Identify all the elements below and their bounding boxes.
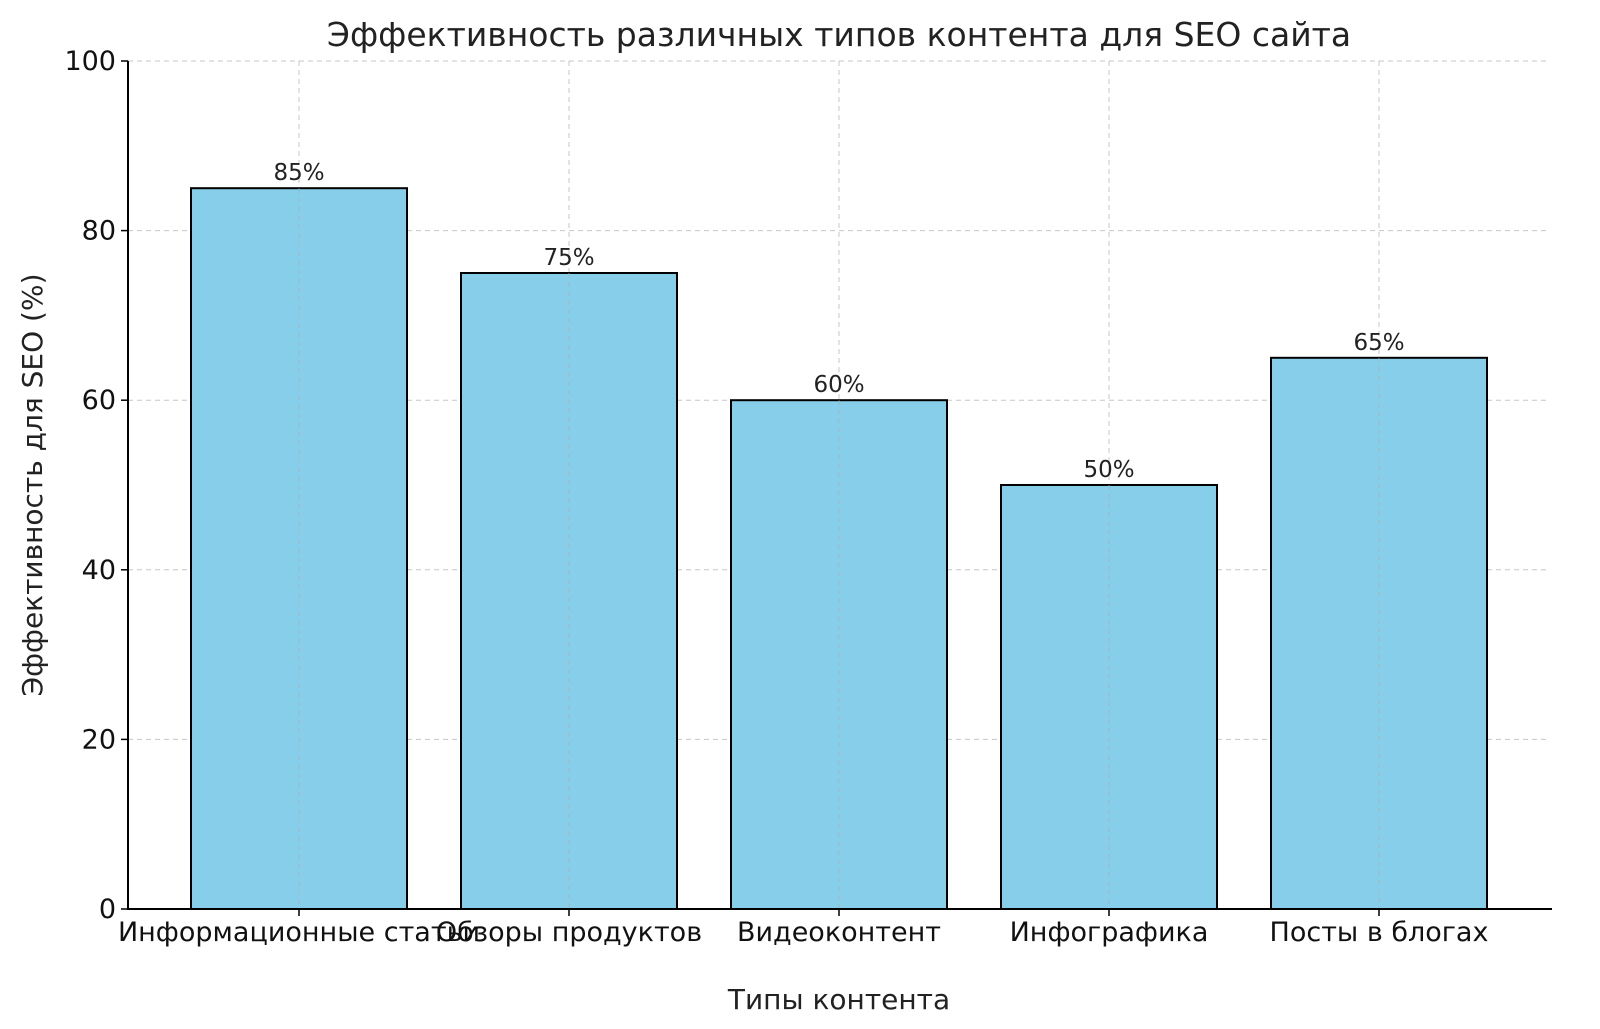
x-axis-label: Типы контента (727, 983, 950, 1016)
data-label: 50% (1083, 457, 1134, 483)
y-axis-label: Эффективность для SEO (%) (16, 274, 49, 697)
y-tick-label: 100 (64, 46, 116, 77)
y-tick-label: 0 (99, 894, 116, 925)
data-label: 75% (543, 245, 594, 271)
y-tick-label: 80 (82, 216, 116, 247)
data-label: 85% (273, 160, 324, 186)
x-tick-label: Информационные статьи (118, 917, 480, 948)
data-label: 60% (813, 372, 864, 398)
data-label: 65% (1353, 330, 1404, 356)
x-tick-label: Обзоры продуктов (436, 917, 702, 948)
x-tick-label: Видеоконтент (737, 917, 941, 948)
chart-title: Эффективность различных типов контента д… (327, 15, 1351, 54)
y-tick-label: 40 (82, 555, 116, 586)
y-tick-label: 20 (82, 724, 116, 755)
x-tick-label: Посты в блогах (1270, 917, 1489, 948)
y-tick-label: 60 (82, 385, 116, 416)
x-tick-label: Инфографика (1010, 917, 1209, 948)
